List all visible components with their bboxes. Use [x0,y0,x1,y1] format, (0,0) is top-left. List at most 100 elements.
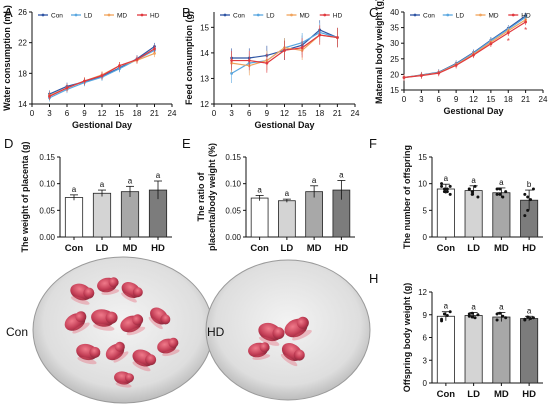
x-axis-label: Gestional Day [443,106,503,116]
offspring-photo: Con HD [0,256,371,405]
individual-point [495,187,499,191]
y-tick-label: 35 [390,24,399,33]
legend-marker [74,13,78,17]
photo-label-con: Con [6,325,28,339]
pup-reflection [115,382,132,388]
group-letter-hd: b [527,180,532,189]
x-tick-label: 21 [150,109,159,118]
individual-point [498,187,502,191]
x-tick-label: 24 [539,95,548,104]
x-tick-label: 18 [504,95,513,104]
data-point-hd [419,74,423,78]
data-point-hd [247,59,251,62]
pup-reflection [280,353,298,367]
group-letter-md: a [312,176,317,185]
y-tick-label: 15 [200,23,209,32]
x-tick-label: 12 [280,109,289,118]
individual-point [526,315,530,319]
category-label-md: MD [123,243,138,254]
pup-reflection [162,349,180,357]
series-line-con [49,46,155,95]
individual-point [445,190,449,194]
y-tick-label: 0.00 [225,233,241,242]
y-tick-label: 3 [423,356,428,365]
legend-marker [290,13,293,17]
y-tick-label: 0.15 [39,153,55,162]
data-point-hd [283,48,286,52]
pup-head [272,327,285,340]
x-tick-label: 9 [265,109,270,118]
y-tick-label: 22 [18,39,27,48]
y-tick-label: 15 [418,153,427,162]
individual-point [495,312,499,316]
pup-head [114,341,125,352]
panel-letter-f: F [369,136,377,151]
y-tick-label: 5 [423,206,428,215]
individual-point [473,316,477,320]
chart-e: 0.00 0.05 0.10 0.15 a Con a LD a MD a HD The ratio o… [196,143,355,254]
data-point-hd [100,74,104,78]
bar-con [436,188,455,238]
y-tick-label: 0.05 [225,206,241,215]
y-axis-label-line: The ratio of [196,171,206,221]
pup-head [296,316,309,329]
group-letter-ld: a [471,176,476,185]
category-label-md: MD [494,389,509,400]
x-tick-label: 15 [298,109,307,118]
x-tick-label: 18 [315,109,324,118]
pup-head [145,354,157,366]
category-label-ld: LD [281,243,294,254]
y-tick-label: 40 [390,8,399,17]
legend-marker [223,13,227,17]
category-label-md: MD [307,243,322,254]
individual-point [448,310,452,314]
data-point-hd [524,20,528,24]
category-label-con: Con [437,389,456,400]
group-letter-md: a [499,178,504,187]
data-point-hd [265,61,269,65]
panel-letter-a: A [4,5,13,20]
category-label-hd: HD [522,243,536,254]
bar-hd [520,318,539,384]
individual-point [467,187,471,191]
x-tick-label: 6 [247,109,252,118]
x-tick-label: 6 [437,95,442,104]
y-tick-label: 0.15 [225,153,241,162]
pup [132,349,157,372]
y-axis-label: Offspring body weight (g) [402,283,412,393]
significance-star: * [524,26,527,35]
y-tick-label: 6 [423,334,428,343]
pup-head [168,337,179,348]
data-point-hd [65,86,69,90]
group-letter-ld: a [285,189,290,198]
y-tick-label: 12 [418,288,427,297]
legend-label-con: Con [423,12,435,19]
pup [97,277,120,295]
y-tick-label: 20 [390,70,399,79]
x-tick-label: 12 [98,109,107,118]
bar-md [492,316,511,384]
data-point-hd [48,94,51,98]
data-point-hd [153,47,156,51]
x-tick-label: 15 [115,109,124,118]
group-letter-md: a [499,302,504,311]
x-axis-label: Gestional Day [72,120,132,130]
chart-c: 15 20 25 30 35 40 0 3 6 9 12 15 18 21 24 Gestional Day M… [374,0,548,116]
y-axis-label: Maternal body weight (g) [374,0,384,104]
y-tick-label: 30 [390,39,399,48]
x-tick-label: 21 [521,95,530,104]
pup-head [132,287,143,298]
chart-f: 0 5 10 15 a Con a LD a MD b HD The number of offspri… [402,145,543,254]
category-label-con: Con [250,243,269,254]
pup-reflection [132,361,151,372]
category-label-con: Con [65,243,84,254]
legend-marker [479,13,482,17]
legend-label-ld: LD [266,12,275,19]
individual-point [504,316,508,320]
individual-point [467,312,471,316]
bar-md [305,191,323,238]
pup-head [89,346,101,358]
pup [121,282,143,303]
individual-point [470,311,474,315]
